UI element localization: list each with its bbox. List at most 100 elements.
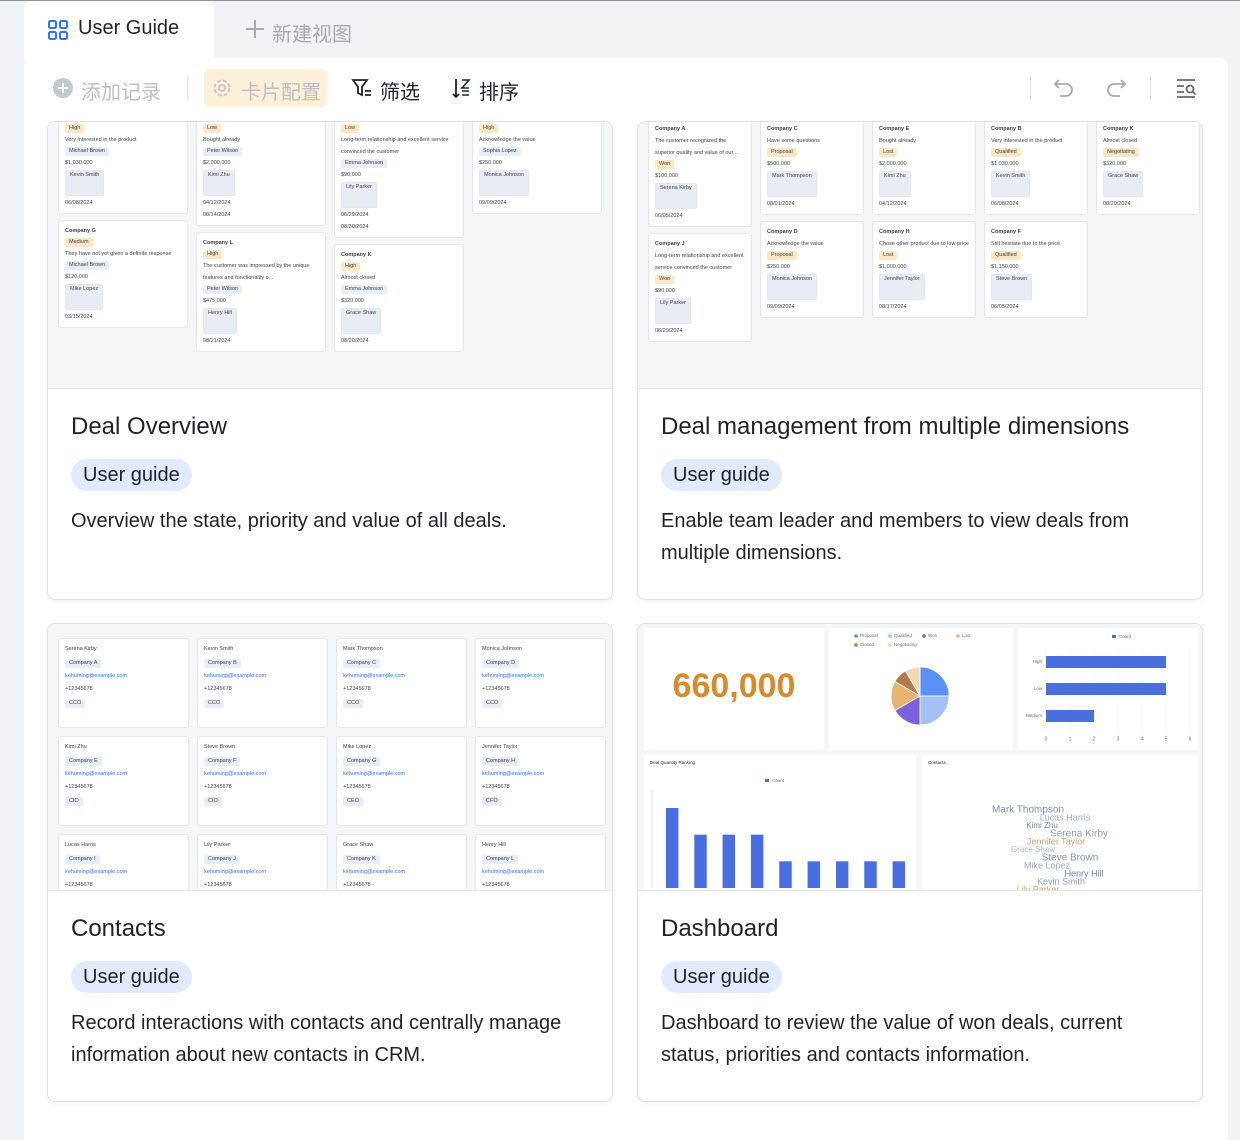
sort-button[interactable]: 排序 (479, 82, 519, 104)
contact-phone: +12345678 (482, 784, 510, 790)
cloud-word: Lucas Harris (1040, 812, 1091, 822)
contact-phone: +12345678 (204, 784, 232, 790)
mini-contact: Mike Lopez (65, 284, 104, 310)
mini-card: Company H Chose other product due to low … (872, 221, 976, 318)
legend-dot (854, 643, 858, 647)
guide-card[interactable]: Company A The customer recognized the sup… (637, 121, 1203, 600)
pie-slice (919, 666, 950, 697)
mini-title: Company F (991, 229, 1021, 235)
contact-card: Henry Hill Company L kehuming@example.com +… (475, 834, 606, 890)
mini-dates: 06/29/2024 (655, 328, 683, 334)
mini-dates: 06/05/2024 (991, 304, 1019, 310)
mini-amount: $320,000 (341, 298, 364, 304)
bar (694, 834, 707, 888)
legend-label: Qualified (894, 633, 912, 638)
active-tab[interactable]: User Guide (24, 1, 214, 61)
contact-phone: +12345678 (65, 686, 93, 692)
bar (892, 861, 906, 888)
bar (750, 834, 764, 888)
legend-label: Negotiating (894, 642, 917, 647)
mini-dates: 03/15/2024 (65, 314, 93, 320)
contact-company: Company H (482, 756, 520, 766)
mini-amount: $1,000,000 (879, 264, 907, 270)
bar (1046, 710, 1094, 722)
redo-icon[interactable] (1104, 77, 1128, 99)
card-title: Deal Overview (71, 413, 228, 440)
legend-label: Count (772, 778, 785, 783)
mini-title: Company H (879, 229, 910, 235)
mini-dates: 08/17/2024 (879, 304, 907, 310)
filter-button[interactable]: 筛选 (380, 82, 420, 104)
mini-tag: High (341, 262, 361, 271)
mini-card: Company A The customer recognized the sup… (648, 122, 752, 227)
top-border (0, 0, 1240, 1)
mini-contact: Monica Johnson (479, 170, 530, 196)
card-tag: User guide (71, 961, 192, 993)
mini-title: Company E (879, 126, 910, 132)
contact-name: Mike Lopez (343, 744, 372, 750)
mini-dates: 09/09/2024 (767, 304, 795, 310)
kanban-column: Company C Have some questions Proposal $500… (760, 122, 864, 342)
mini-card: Company D Acknowledge the value Proposal $2… (760, 221, 864, 318)
contact-email: kehuming@example.com (482, 672, 545, 679)
kanban-column: Low Bought already Peter Wilson $2,000,000 K… (196, 122, 326, 352)
cloud-word: Mark Thompson (992, 805, 1064, 816)
card-title: Deal management from multiple dimensions (661, 413, 1130, 440)
mini-contact: Jennifer Taylor (879, 274, 925, 300)
legend-label: Proposal (860, 633, 878, 638)
guide-card[interactable]: High Very interested in the product Michae… (47, 121, 613, 600)
mini-dates: 09/09/2024 (479, 200, 507, 206)
card-preview: Company A The customer recognized the sup… (638, 122, 1202, 389)
undo-icon[interactable] (1052, 77, 1076, 99)
contact-company: Company J (204, 854, 240, 864)
mini-title: Company K (1103, 126, 1134, 132)
mini-owner: Peter Wilson (203, 285, 243, 294)
mini-card: Company F Still hesitate due to the price… (984, 221, 1088, 318)
legend-label: Count (1119, 634, 1132, 639)
legend-label: Lost (962, 633, 971, 638)
cloud-word: Serena Kirby (1050, 829, 1108, 840)
bar (864, 861, 877, 888)
contact-email: kehuming@example.com (204, 770, 267, 777)
guide-card[interactable]: 660,000 Proposal Qualified Won Lost Closed Neg… (637, 623, 1203, 1102)
mini-card: Low Bought already Peter Wilson $2,000,000 K… (196, 122, 326, 226)
y-tick-label: Low (1034, 686, 1043, 691)
contact-card: Steve Brown Company F kehuming@example.com… (197, 736, 328, 826)
contact-phone: +12345678 (204, 882, 232, 888)
new-view-tab[interactable]: 新建视图 (272, 24, 352, 46)
contact-name: Jennifer Taylor (482, 744, 518, 750)
mini-amount: $90,000 (341, 172, 361, 178)
mini-dates: 06/29/2024 (341, 212, 369, 218)
kanban-board: High Very interested in the product Michae… (48, 122, 612, 352)
mini-note: Almost closed (1103, 138, 1138, 144)
contact-email: kehuming@example.com (343, 868, 406, 875)
legend-dot (888, 634, 892, 638)
mini-note: The customer recognized the superior qua… (655, 138, 738, 156)
mini-title: Company J (655, 241, 685, 247)
card-title: Contacts (71, 915, 166, 942)
add-record-button[interactable]: 添加记录 (81, 82, 161, 104)
card-description: Enable team leader and members to view d… (661, 510, 1130, 564)
contact-name: Monica Johnson (482, 646, 523, 652)
mini-contact: Serena Kirby (655, 183, 697, 209)
card-config-button[interactable]: 卡片配置 (241, 82, 321, 104)
plus-icon[interactable] (245, 19, 265, 39)
cloud-word: Jennifer Taylor (1027, 836, 1085, 846)
search-list-icon[interactable] (1175, 77, 1199, 99)
mini-contact: Monica Johnson (767, 274, 818, 300)
mini-card: Company K Almost closed Negotiating $320,00… (1096, 122, 1200, 215)
y-tick-label: Medium (1026, 713, 1042, 718)
mini-dates: 08/20/2024 (1103, 201, 1131, 207)
guide-card[interactable]: Serena Kirby Company A kehuming@example.co… (47, 623, 613, 1102)
bar (779, 861, 792, 888)
mini-tag: Qualified (991, 251, 1021, 260)
contact-email: kehuming@example.com (343, 770, 406, 777)
mini-contact: Kevin Smith (991, 171, 1031, 197)
mini-title: Company L (203, 240, 233, 246)
mini-amount: $250,000 (767, 264, 790, 270)
mini-tag: High (203, 250, 223, 259)
legend-dot (956, 634, 960, 638)
contact-name: Steve Brown (204, 744, 236, 750)
mini-dates: 06/08/2024 (65, 200, 93, 206)
contact-card: Kimi Zhu Company E kehuming@example.com +12… (58, 736, 189, 826)
